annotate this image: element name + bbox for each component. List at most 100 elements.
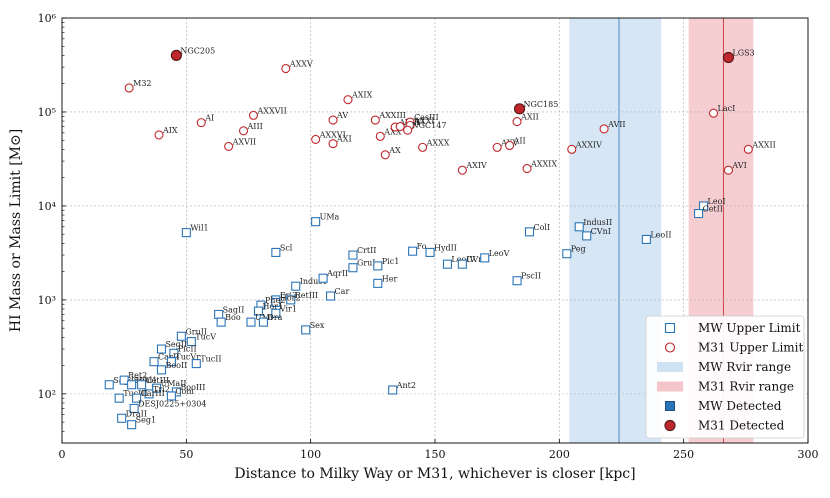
point-label: Car (335, 287, 350, 296)
m31-detected-marker (513, 103, 526, 115)
legend-m31-detected-symbol (664, 419, 676, 432)
m31-upper-limit-marker (457, 165, 467, 175)
point-label: AIII (247, 122, 263, 131)
point-label: AXVII (232, 137, 257, 146)
mw-upper-limit-marker (699, 201, 709, 211)
point-label: Dra (267, 313, 282, 322)
point-label: CetIII (146, 376, 170, 385)
point-label: ColI (533, 223, 550, 232)
point-label: DESJ0225+0304 (138, 399, 206, 408)
point-label: CrtII (357, 246, 376, 255)
point-label: Phe2 (265, 296, 285, 305)
point-label: UMaII (160, 379, 186, 388)
legend-label: M31 Rvir range (698, 380, 794, 394)
point-label: AI (204, 114, 214, 123)
point-label: CVnI (591, 227, 611, 236)
m31-upper-limit-marker (743, 144, 753, 154)
point-label: Ret2 (128, 371, 147, 380)
point-label: Hor2 (280, 293, 301, 302)
legend-label: M31 Upper Limit (698, 341, 804, 355)
point-label: LGS3 (732, 48, 754, 57)
mw-upper-limit-marker (373, 261, 383, 271)
y-axis-title: HI Mass or Mass Limit [M⊙] (8, 129, 24, 332)
point-label: Her (382, 274, 398, 283)
m31-upper-limit-marker (328, 115, 338, 125)
m31-upper-limit-marker (370, 115, 380, 125)
mw-upper-limit-marker (326, 291, 336, 301)
mw-upper-limit-marker (191, 359, 201, 369)
point-label: AXXV (289, 60, 313, 69)
point-label: LeoV (489, 249, 510, 258)
mw-upper-limit-marker (512, 276, 522, 286)
point-label: AXXVI (319, 130, 346, 139)
point-label: CarIII (141, 389, 165, 398)
mw-upper-limit-marker (246, 317, 256, 327)
point-label: AVI (731, 161, 746, 170)
mw-upper-limit-marker (480, 253, 490, 263)
mw-upper-limit-marker (271, 297, 281, 307)
mw-upper-limit-marker (166, 391, 176, 401)
m31-upper-limit-marker (328, 139, 338, 149)
point-label: AXXII (751, 140, 776, 149)
mw-upper-limit-marker (301, 325, 311, 335)
point-label: Hor1 (262, 302, 283, 311)
point-label: UMa (320, 213, 340, 222)
m31-upper-limit-marker (248, 110, 259, 120)
data-points: Wil1UMaSclCrtIIGruIPic1FoHydIILeoIVCVnII… (104, 46, 776, 430)
point-label: Com (175, 387, 194, 396)
mw-upper-limit-marker (216, 317, 226, 327)
point-label: AXXI (413, 116, 434, 125)
point-label: LeoII (650, 230, 671, 239)
series-mw-upper-limit: Wil1UMaSclCrtIIGruIPic1FoHydIILeoIVCVnII… (104, 197, 726, 430)
point-label: Boo (225, 313, 241, 322)
legend-mw-detected-symbol (665, 401, 675, 411)
legend-label: MW Detected (698, 399, 782, 413)
mw-upper-limit-marker (119, 375, 129, 385)
legend-mw-upper-symbol (664, 322, 676, 334)
mw-upper-limit-marker (114, 393, 124, 403)
point-label: Wil1 (190, 224, 208, 233)
point-label: AXXX (426, 138, 450, 147)
point-label: AXII (520, 113, 539, 122)
mw-upper-limit-marker (156, 344, 167, 354)
mw-upper-limit-marker (129, 403, 139, 413)
legend-label: MW Rvir range (698, 360, 791, 374)
point-label: CasIII (414, 113, 438, 122)
mw-upper-limit-marker (425, 247, 435, 257)
m31-upper-limit-marker (599, 124, 609, 134)
m31-upper-limit-marker (224, 141, 234, 151)
point-label: CetII (703, 205, 723, 214)
series-m31-detected: NGC205 NGC185 LGS3 (170, 46, 755, 115)
m31-upper-limit-marker (343, 95, 353, 105)
m31-detected-marker (722, 51, 735, 64)
point-label: AII (513, 136, 526, 145)
m31-upper-limit-marker (238, 126, 249, 136)
mw-upper-limit-marker (271, 247, 281, 257)
point-label: RetIII (295, 291, 318, 300)
m31-upper-limit-marker (505, 140, 515, 151)
m31-detected-marker (170, 49, 182, 61)
m31-upper-limit-marker (708, 108, 719, 118)
point-label: AIX (162, 126, 178, 135)
mw-upper-limit-marker (156, 365, 167, 375)
point-label: Hyd1 (136, 376, 158, 385)
mw-upper-limit-marker (137, 380, 147, 390)
point-label: Seg1 (136, 416, 156, 425)
legend-label: MW Upper Limit (698, 321, 801, 335)
point-label: Tri2 (153, 385, 170, 394)
point-label: LacI (718, 104, 736, 113)
mw-upper-limit-marker (176, 331, 186, 341)
point-label: TucV (195, 333, 216, 342)
mw-upper-limit-marker (286, 295, 296, 305)
point-label: AqrII (326, 269, 348, 278)
m31-upper-limit-marker (311, 134, 321, 144)
legend-mw-band-swatch (657, 362, 683, 372)
point-label: AXX (383, 127, 401, 136)
mw-upper-limit-marker (311, 217, 321, 227)
mw-upper-limit-marker (253, 306, 263, 316)
y-tick-label: 10⁵ (38, 106, 56, 119)
y-tick-label: 10³ (38, 294, 56, 307)
mw-upper-limit-marker (104, 380, 114, 390)
point-label: NGC205 (180, 46, 215, 55)
